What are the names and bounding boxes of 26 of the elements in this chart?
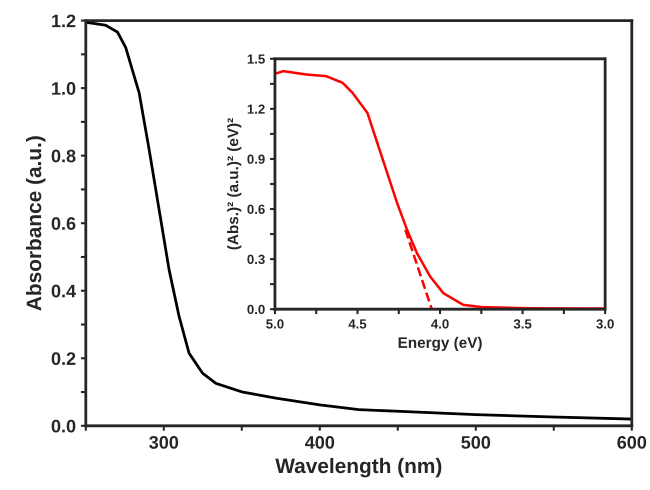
y-tick-label: 0.3 [247,254,265,264]
y-tick-label: 0.0 [247,304,265,314]
y-axis-title: (Abs.)² (a.u.)² (eV)² [227,118,242,250]
x-axis-title: Energy (eV) [398,336,482,352]
y-axis-title: Absorbance (a.u.) [26,136,46,311]
y-tick-label: 0.2 [52,352,76,365]
y-tick-label: 0.6 [247,204,265,214]
y-tick-label: 0.6 [52,217,76,230]
x-tick-label: 5.0 [266,319,284,329]
x-tick-label: 300 [149,436,178,449]
y-tick-label: 1.0 [52,82,76,95]
y-tick-label: 0.0 [52,420,76,433]
x-axis-title: Wavelength (nm) [275,458,442,478]
x-tick-label: 3.0 [596,319,614,329]
y-tick-label: 1.2 [248,104,265,114]
x-tick-label: 4.0 [431,319,449,329]
y-tick-label: 1.2 [52,14,76,28]
y-tick-label: 0.4 [52,284,76,298]
x-tick-label: 600 [617,436,646,449]
y-tick-label: 0.9 [247,154,265,164]
x-tick-label: 3.5 [514,319,532,329]
x-tick-label: 500 [461,436,490,449]
x-tick-label: 4.5 [348,319,366,329]
y-tick-label: 0.8 [52,150,76,162]
x-tick-label: 400 [305,436,334,449]
y-tick-label: 1.5 [248,54,265,64]
